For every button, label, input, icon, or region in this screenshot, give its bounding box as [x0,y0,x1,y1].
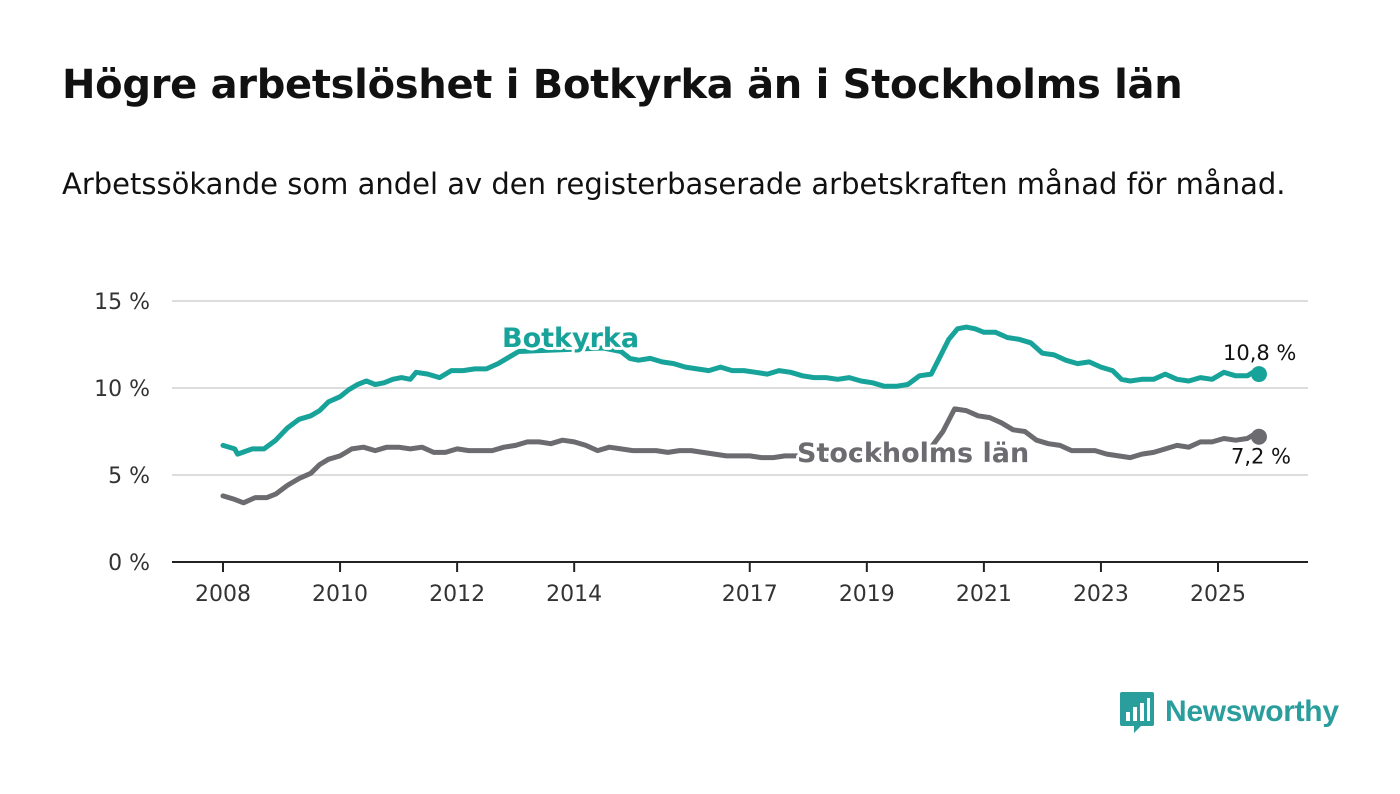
stockholm-line [220,406,1262,506]
brand-logo: Newsworthy [1119,690,1339,734]
y-tick-label: 10 % [94,377,150,402]
y-tick-label: 0 % [108,551,150,576]
y-tick-label: 5 % [108,464,150,489]
x-tick-label: 2017 [722,582,778,607]
brand-name: Newsworthy [1165,695,1339,728]
bar-chart-speech-bubble-icon [1120,692,1154,733]
x-tick-label: 2025 [1190,582,1246,607]
stockholm-end-label: 7,2 % [1231,445,1291,469]
x-tick-label: 2019 [839,582,895,607]
chart-title: Högre arbetslöshet i Botkyrka än i Stock… [62,62,1183,108]
series-end-markers: 10,8 % Botkyrka 7,2 % Stockholms län [499,320,1296,472]
stockholm-end-marker [1250,428,1267,445]
x-axis: 2008 2010 2012 2014 2017 2019 2021 2023 2025 [172,561,1308,607]
x-tick-label: 2023 [1073,582,1129,607]
x-tick-label: 2010 [312,582,368,607]
botkyrka-end-label: 10,8 % [1223,341,1296,365]
series-lines [220,324,1262,506]
line-chart: 0 %5 %10 %15 % 2008 2010 2012 2014 2017 2019 2… [94,290,1308,607]
x-tick-label: 2012 [429,582,485,607]
x-tick-label: 2008 [195,582,251,607]
stockholm-series-label: Stockholms län [797,438,1029,469]
y-tick-label: 15 % [94,290,150,315]
x-tick-label: 2014 [546,582,602,607]
chart-subtitle: Arbetssökande som andel av den registerb… [62,167,1286,201]
botkyrka-series-label: Botkyrka [502,323,639,354]
y-axis: 0 % 5 % 10 % 15 % [94,290,150,576]
botkyrka-line [220,324,1262,457]
botkyrka-end-marker [1250,366,1267,383]
x-tick-label: 2021 [956,582,1012,607]
grid-lines [172,300,1308,476]
